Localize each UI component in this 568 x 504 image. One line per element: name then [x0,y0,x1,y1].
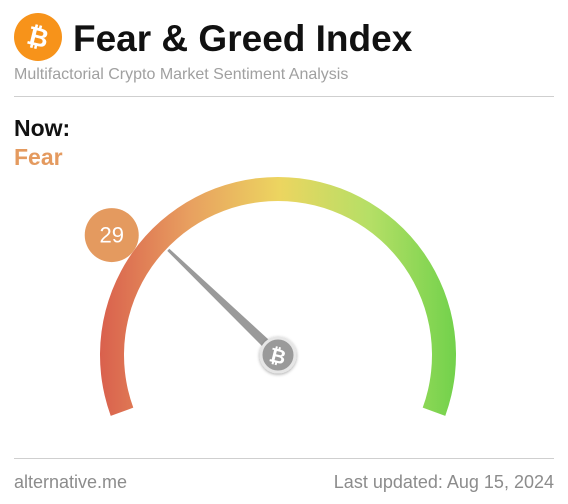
footer-divider [14,458,554,459]
sentiment-classification: Fear [14,144,63,170]
header-divider [14,96,554,97]
gauge-hub-bitcoin-icon: ₿ [267,344,288,369]
gauge-arc [99,176,456,416]
page-title: Fear & Greed Index [73,18,413,59]
gauge-needle [167,248,282,359]
gauge-value-bubble [84,208,139,263]
source-link[interactable]: alternative.me [14,472,128,492]
gauge-value-label: 29 [99,223,123,248]
gauge-hub [259,336,297,374]
bitcoin-logo-icon: ₿ [14,13,62,61]
now-label: Now: [14,115,71,141]
last-updated: Last updated: Aug 15, 2024 [333,472,554,492]
page-subtitle: Multifactorial Crypto Market Sentiment A… [14,66,349,83]
